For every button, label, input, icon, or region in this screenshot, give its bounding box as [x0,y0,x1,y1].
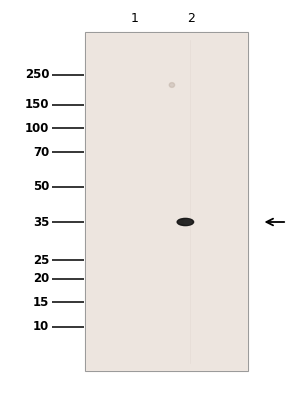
Text: 25: 25 [33,254,49,266]
Text: 250: 250 [25,68,49,82]
Ellipse shape [184,220,191,224]
Text: 1: 1 [131,12,138,24]
Bar [85,32,248,371]
Text: 20: 20 [33,272,49,286]
Text: 150: 150 [25,98,49,112]
Text: 70: 70 [33,146,49,158]
Text: 2: 2 [187,12,195,24]
Text: 50: 50 [33,180,49,194]
Text: 35: 35 [33,216,49,228]
Ellipse shape [169,83,175,87]
Ellipse shape [177,218,194,226]
Text: 10: 10 [33,320,49,334]
Bar [85,32,248,371]
Text: 100: 100 [25,122,49,134]
Text: 15: 15 [33,296,49,308]
